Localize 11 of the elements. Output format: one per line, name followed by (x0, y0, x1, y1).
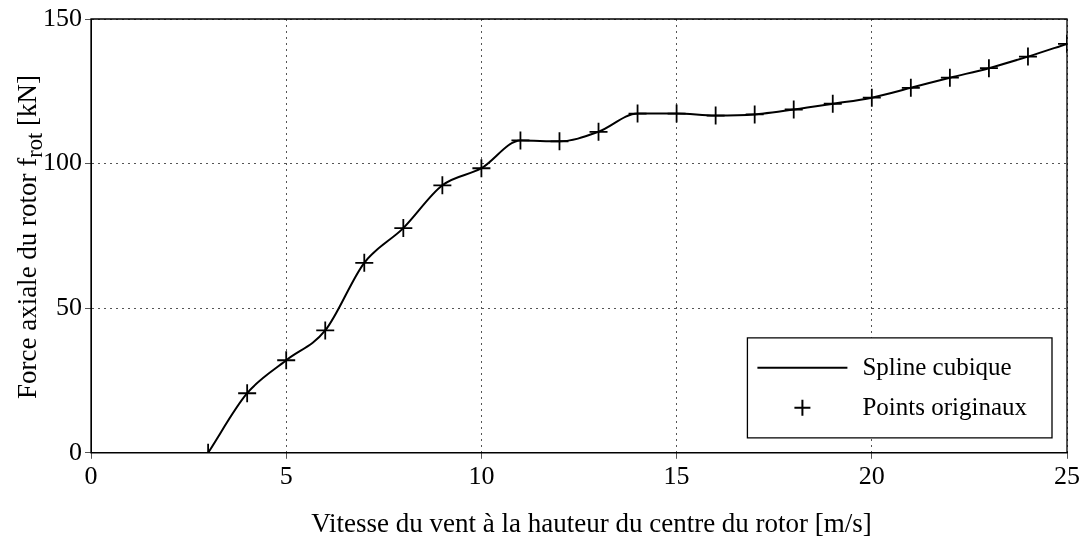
y-tick-label: 50 (56, 292, 82, 322)
x-tick-label: 25 (1054, 461, 1080, 491)
legend-label: Points originaux (862, 393, 1028, 421)
y-tick-label: 0 (69, 436, 82, 466)
x-axis-title: Vitesse du vent à la hauteur du centre du rotor [m/s] (310, 508, 873, 539)
x-tick-label: 10 (468, 461, 495, 491)
x-tick-label: 20 (858, 461, 885, 491)
y-tick-label: 150 (43, 2, 82, 32)
legend-label: Spline cubique (862, 353, 1012, 381)
x-tick-label: 15 (663, 461, 690, 491)
x-tick-label: 5 (279, 461, 293, 491)
